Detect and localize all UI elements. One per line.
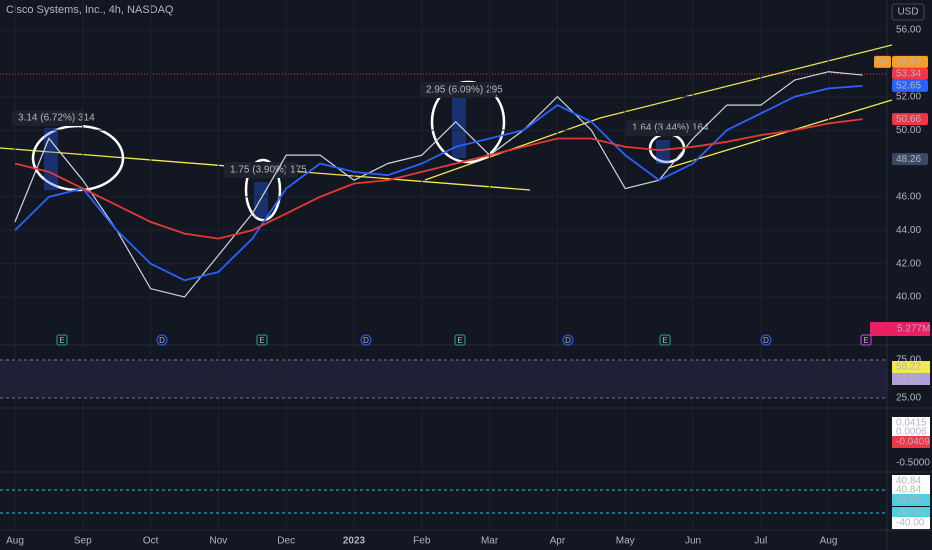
y-tick-label: 52.00: [896, 91, 921, 102]
x-tick-label: Aug: [820, 536, 838, 547]
indicator-label: -40.00: [896, 518, 925, 529]
currency-box: [891, 3, 925, 21]
x-tick-label: Nov: [210, 536, 228, 547]
event-marker: [860, 334, 872, 346]
x-tick-label: Dec: [277, 536, 295, 547]
price-label: 52.65: [896, 81, 921, 92]
indicator-label: -40.00: [896, 508, 925, 519]
event-marker: [56, 334, 68, 346]
event-label: D: [565, 336, 571, 345]
measure-box: [656, 140, 670, 164]
chart-title: Cisco Systems, Inc., 4h, NASDAQ: [6, 4, 174, 16]
series-line: [14, 71, 863, 298]
price-label-bg: [892, 79, 928, 92]
y-tick-label: 44.00: [896, 225, 921, 236]
price-label: 50.66: [896, 114, 921, 125]
volume-label-bg: [870, 322, 930, 336]
indicator-label: -0.0409: [896, 437, 930, 448]
event-marker: [156, 334, 168, 346]
rsi-band: [0, 360, 887, 398]
indicator-label: 0.0415: [896, 418, 927, 429]
indicator-label: 40.00: [896, 495, 921, 506]
trend-line: [599, 44, 893, 119]
annotation: 1.75 (3.90%) 175: [230, 165, 307, 176]
price-label: 53.34: [896, 69, 921, 80]
price-label-bg: [892, 55, 928, 68]
annotation-bg: [12, 110, 84, 126]
event-marker: [760, 334, 772, 346]
event-label: E: [259, 336, 264, 345]
rsi-tick: 25.00: [896, 393, 921, 404]
annotation: 3.14 (6.72%) 314: [18, 113, 95, 124]
x-tick-label: 2023: [343, 536, 366, 547]
indicator-label-bg: [892, 361, 930, 373]
event-marker: [360, 334, 372, 346]
x-tick-label: May: [616, 536, 635, 547]
event-label: E: [662, 336, 667, 345]
annotation-bg: [420, 82, 496, 98]
event-marker: [659, 334, 671, 346]
price-label: 53.37: [896, 57, 921, 68]
indicator-label-bg: [892, 426, 930, 438]
price-tag-bg: [874, 55, 891, 68]
x-tick-label: Feb: [413, 536, 431, 547]
x-tick-label: Aug: [6, 536, 24, 547]
x-tick-label: Mar: [481, 536, 499, 547]
series-line: [14, 85, 863, 282]
price-label-bg: [892, 113, 928, 126]
indicator-label-bg: [892, 494, 930, 506]
y-tick-label: 56.00: [896, 25, 921, 36]
indicator-label: 58.22: [896, 362, 921, 373]
indicator-label: 0.0006: [896, 427, 927, 438]
volume-label: 5.277M: [897, 324, 930, 335]
price-tag: Pre: [876, 57, 889, 66]
event-label: E: [59, 336, 64, 345]
indicator-label: 40.84: [896, 485, 921, 496]
price-label: 48.26: [896, 154, 921, 165]
event-marker: [562, 334, 574, 346]
indicator-label-bg: [892, 373, 930, 385]
x-tick-label: Sep: [74, 536, 92, 547]
event-marker: [256, 334, 268, 346]
event-label: E: [863, 336, 868, 345]
series-line: [14, 118, 863, 240]
event-label: D: [763, 336, 769, 345]
measure-box: [452, 98, 466, 158]
y-tick-label: 50.00: [896, 125, 921, 136]
price-label-bg: [892, 153, 928, 166]
event-marker: [454, 334, 466, 346]
indicator-label: 53.93: [896, 374, 921, 385]
annotation-bg: [626, 120, 702, 136]
y-tick-label: 42.00: [896, 258, 921, 269]
indicator-label-bg: [892, 436, 930, 448]
indicator-label-bg: [892, 484, 930, 496]
circle-mark: [244, 158, 282, 222]
event-label: E: [457, 336, 462, 345]
x-tick-label: Jun: [685, 536, 701, 547]
price-label-bg: [892, 67, 928, 80]
x-tick-label: Apr: [550, 536, 566, 547]
trend-line: [667, 99, 893, 169]
y-tick-label: 46.00: [896, 192, 921, 203]
x-tick-label: Oct: [143, 536, 159, 547]
event-label: D: [363, 336, 369, 345]
x-tick-label: Jul: [754, 536, 767, 547]
currency: USD: [897, 7, 918, 18]
measure-box: [44, 128, 58, 190]
annotation: 1.64 (3.44%) 164: [632, 123, 709, 134]
indicator-label: -0.5000: [896, 458, 930, 469]
event-label: D: [159, 336, 165, 345]
y-tick-label: 40.00: [896, 292, 921, 303]
indicator-label-bg: [892, 507, 930, 519]
indicator-label: 40.84: [896, 476, 921, 487]
rsi-tick: 75.00: [896, 355, 921, 366]
indicator-label-bg: [892, 517, 930, 529]
annotation: 2.95 (6.09%) 295: [426, 85, 503, 96]
